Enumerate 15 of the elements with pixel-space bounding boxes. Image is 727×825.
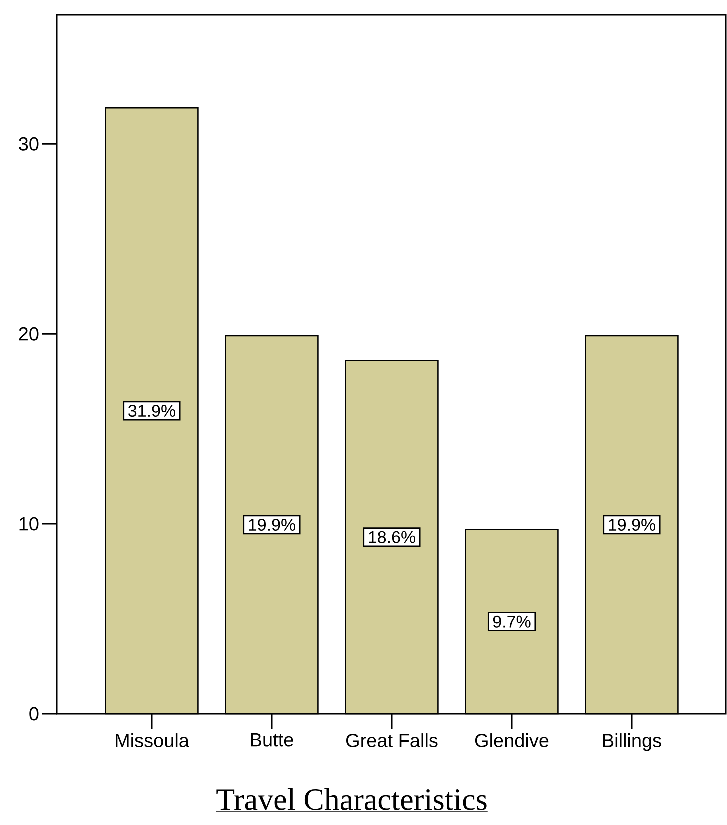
x-tick-label: Great Falls bbox=[346, 734, 438, 748]
y-tick-label: 20 bbox=[19, 327, 39, 341]
y-tick-label: 0 bbox=[30, 707, 39, 721]
data-label: 19.9% bbox=[249, 518, 296, 532]
y-tick-label: 10 bbox=[20, 517, 39, 531]
y-tick-label: 30 bbox=[19, 137, 39, 151]
data-label: 9.7% bbox=[493, 616, 531, 628]
x-tick-label: Butte bbox=[251, 734, 294, 747]
data-label: 18.6% bbox=[369, 531, 416, 544]
data-label: 31.9% bbox=[128, 405, 176, 418]
data-label: 19.9% bbox=[609, 518, 656, 532]
x-tick-label: Glendive bbox=[475, 734, 549, 748]
x-tick-label: Billings bbox=[603, 734, 662, 752]
x-tick-label: Missoula bbox=[116, 734, 190, 748]
text: Travel Characteristics bbox=[216, 788, 487, 810]
